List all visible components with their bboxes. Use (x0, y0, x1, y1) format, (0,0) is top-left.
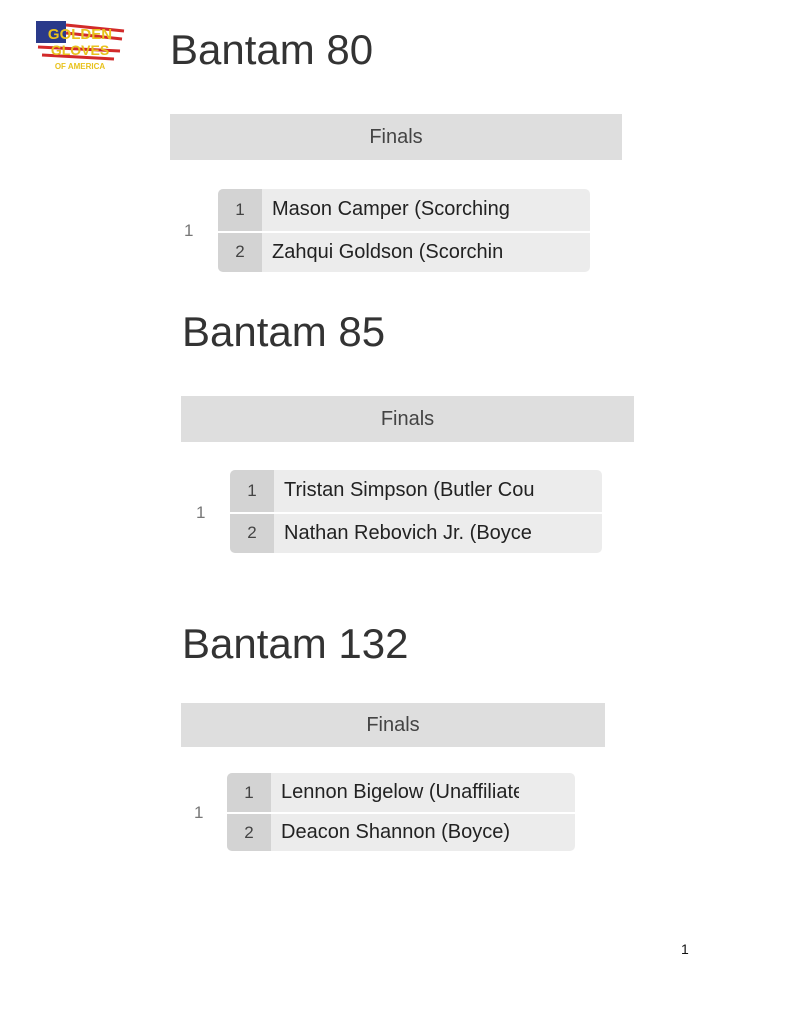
page-number: 1 (681, 941, 689, 957)
round-header: Finals (181, 396, 634, 442)
bout-number: 1 (196, 503, 206, 522)
competitor-row[interactable]: 2 Deacon Shannon (Boyce) (227, 812, 575, 851)
round-header: Finals (170, 114, 622, 160)
competitor-name: Mason Camper (Scorching (272, 198, 510, 221)
competitor-name: Nathan Rebovich Jr. (Boyce (284, 521, 532, 544)
competitor-name: Tristan Simpson (Butler Cou (284, 479, 535, 502)
seed: 2 (230, 513, 274, 553)
weight-class-title: Bantam 85 (182, 308, 386, 355)
svg-text:GLOVES: GLOVES (51, 42, 109, 58)
matchup: 1 Tristan Simpson (Butler Cou 2 Nathan Reb… (230, 470, 602, 553)
matchup: 1 Mason Camper (Scorching 2 Zahqui Goldson… (218, 189, 590, 272)
competitor-name: Deacon Shannon (Boyce) (281, 821, 511, 843)
round-header: Finals (181, 703, 605, 747)
competitor-name: Zahqui Goldson (Scorchin (272, 240, 504, 263)
golden-gloves-logo: GOLDEN GLOVES OF AMERICA (36, 21, 125, 71)
matchup: 1 Lennon Bigelow (Unaffiliated 2 Deacon Sh… (227, 773, 575, 851)
seed: 1 (218, 189, 262, 231)
competitor-row[interactable]: 1 Tristan Simpson (Butler Cou (230, 470, 602, 512)
bout-number: 1 (184, 221, 194, 240)
seed: 1 (230, 470, 274, 512)
competitor-row[interactable]: 1 Mason Camper (Scorching (218, 189, 590, 231)
competitor-row[interactable]: 1 Lennon Bigelow (Unaffiliated (227, 773, 575, 812)
competitor-row[interactable]: 2 Zahqui Goldson (Scorchin (218, 230, 590, 272)
svg-text:OF AMERICA: OF AMERICA (55, 62, 106, 71)
weight-class-title: Bantam 80 (170, 26, 374, 73)
bout-number: 1 (194, 803, 204, 822)
weight-class-title: Bantam 132 (182, 620, 409, 667)
seed: 2 (218, 232, 262, 272)
competitor-row[interactable]: 2 Nathan Rebovich Jr. (Boyce (230, 511, 602, 553)
seed: 2 (227, 814, 271, 851)
competitor-name: Lennon Bigelow (Unaffiliated (281, 781, 519, 803)
svg-text:GOLDEN: GOLDEN (48, 26, 112, 43)
seed: 1 (227, 773, 271, 812)
